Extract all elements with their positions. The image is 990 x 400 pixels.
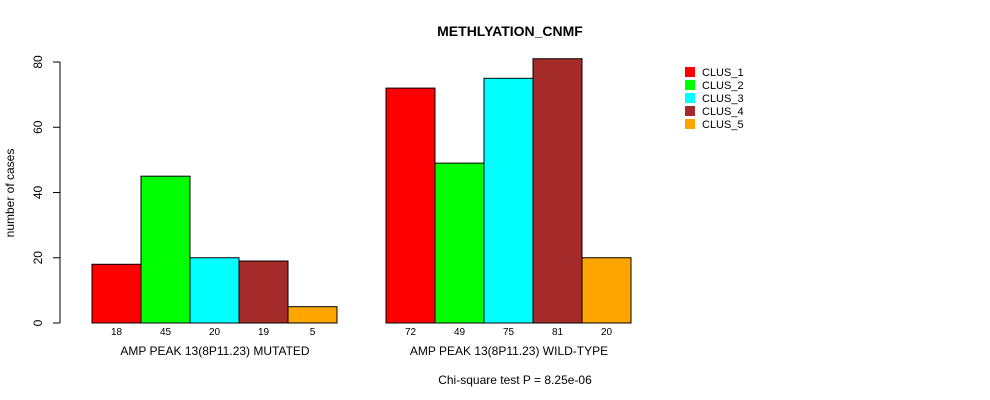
bar-count-label: 81 <box>552 327 564 338</box>
bar-clus-1-group-2 <box>385 87 436 324</box>
legend-label: CLUS_4 <box>702 106 744 118</box>
legend-swatch <box>685 119 695 129</box>
bar-clus-3-group-1 <box>189 257 240 324</box>
bar-count-label: 75 <box>503 327 515 338</box>
chart-title: METHLYATION_CNMF <box>437 23 583 39</box>
legend-label: CLUS_2 <box>702 80 744 92</box>
bar-count-label: 19 <box>258 327 270 338</box>
legend-label: CLUS_3 <box>702 93 744 105</box>
bar-clus-1-group-1 <box>91 263 142 324</box>
legend-swatch <box>685 93 695 103</box>
bar-clus-4-group-1 <box>238 260 289 324</box>
bar-clus-3-group-2 <box>483 77 534 324</box>
y-axis: 0 20 40 60 80 <box>31 55 61 326</box>
group-label-wild-type: AMP PEAK 13(8P11.23) WILD-TYPE <box>410 344 608 358</box>
bar-count-label: 5 <box>310 327 316 338</box>
bar-clus-5-group-1 <box>287 306 338 324</box>
bar-clus-2-group-1 <box>140 175 191 324</box>
bar-count-label: 49 <box>454 327 466 338</box>
legend-swatch <box>685 80 695 90</box>
bar-count-label: 18 <box>111 327 123 338</box>
y-tick-label: 60 <box>31 120 45 134</box>
bar-clus-5-group-2 <box>581 257 632 324</box>
legend-label: CLUS_1 <box>702 67 744 79</box>
y-axis-label: number of cases <box>3 149 17 238</box>
bars <box>91 58 632 324</box>
count-labels: 18 45 20 19 5 72 49 75 81 20 <box>111 327 613 338</box>
y-tick-label: 20 <box>31 251 45 265</box>
y-tick-label: 80 <box>31 55 45 69</box>
y-tick-label: 40 <box>31 186 45 200</box>
group-labels: AMP PEAK 13(8P11.23) MUTATED AMP PEAK 13… <box>120 344 608 358</box>
bar-clus-2-group-2 <box>434 162 485 324</box>
legend-swatch <box>685 106 695 116</box>
bar-clus-4-group-2 <box>532 58 583 324</box>
bar-count-label: 45 <box>160 327 172 338</box>
bar-count-label: 72 <box>405 327 417 338</box>
bar-count-label: 20 <box>601 327 613 338</box>
group-label-mutated: AMP PEAK 13(8P11.23) MUTATED <box>120 344 310 358</box>
legend-swatch <box>685 67 695 77</box>
bar-count-label: 20 <box>209 327 221 338</box>
legend-label: CLUS_5 <box>702 119 744 131</box>
chi-square-footnote: Chi-square test P = 8.25e-06 <box>438 373 592 387</box>
y-tick-label: 0 <box>31 319 45 326</box>
